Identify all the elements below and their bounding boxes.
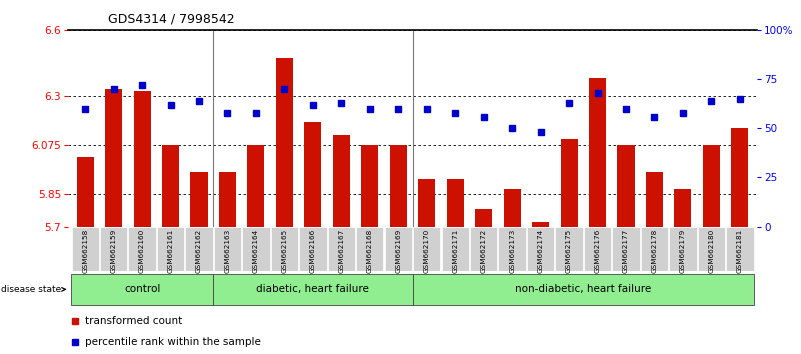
Text: GSM662181: GSM662181 xyxy=(737,229,743,273)
Text: GDS4314 / 7998542: GDS4314 / 7998542 xyxy=(108,12,235,25)
Bar xyxy=(702,145,720,227)
Bar xyxy=(589,78,606,227)
Text: GSM662162: GSM662162 xyxy=(196,229,202,273)
Bar xyxy=(71,227,99,271)
Bar xyxy=(731,128,748,227)
Bar xyxy=(242,227,270,271)
Bar xyxy=(162,145,179,227)
Text: disease state: disease state xyxy=(2,285,66,294)
Text: GSM662164: GSM662164 xyxy=(253,229,259,273)
Bar xyxy=(612,227,640,271)
Bar xyxy=(384,227,412,271)
Bar xyxy=(248,145,264,227)
Bar xyxy=(641,227,668,271)
Bar xyxy=(128,227,155,271)
Bar xyxy=(561,139,578,227)
Text: GSM662163: GSM662163 xyxy=(224,229,231,273)
Bar xyxy=(527,227,554,271)
Bar xyxy=(670,227,697,271)
Text: non-diabetic, heart failure: non-diabetic, heart failure xyxy=(515,284,651,294)
Bar xyxy=(584,227,611,271)
Bar xyxy=(418,178,435,227)
Bar xyxy=(390,145,407,227)
Text: transformed count: transformed count xyxy=(85,316,183,326)
Text: diabetic, heart failure: diabetic, heart failure xyxy=(256,284,369,294)
Bar xyxy=(361,145,378,227)
Text: control: control xyxy=(124,284,160,294)
Bar xyxy=(413,227,441,271)
Bar xyxy=(332,135,350,227)
Bar xyxy=(276,58,293,227)
Text: GSM662166: GSM662166 xyxy=(310,229,316,273)
Bar xyxy=(214,227,241,271)
Bar xyxy=(413,274,754,304)
Bar xyxy=(532,222,549,227)
Text: GSM662179: GSM662179 xyxy=(680,229,686,273)
Bar xyxy=(498,227,525,271)
Bar xyxy=(441,227,469,271)
Bar xyxy=(105,89,123,227)
Bar xyxy=(618,145,634,227)
Bar xyxy=(356,227,384,271)
Text: GSM662175: GSM662175 xyxy=(566,229,572,273)
Text: GSM662180: GSM662180 xyxy=(708,229,714,273)
Bar xyxy=(185,227,213,271)
Bar xyxy=(191,172,207,227)
Text: GSM662173: GSM662173 xyxy=(509,229,515,273)
Text: GSM662178: GSM662178 xyxy=(651,229,658,273)
Bar xyxy=(77,157,94,227)
Bar xyxy=(71,274,213,304)
Text: percentile rank within the sample: percentile rank within the sample xyxy=(85,337,261,347)
Bar xyxy=(470,227,497,271)
Bar xyxy=(698,227,725,271)
Bar xyxy=(475,209,493,227)
Text: GSM662158: GSM662158 xyxy=(83,229,88,273)
Text: GSM662170: GSM662170 xyxy=(424,229,430,273)
Bar xyxy=(447,178,464,227)
Text: GSM662168: GSM662168 xyxy=(367,229,372,273)
Text: GSM662167: GSM662167 xyxy=(338,229,344,273)
Text: GSM662172: GSM662172 xyxy=(481,229,487,273)
Bar xyxy=(271,227,298,271)
Text: GSM662174: GSM662174 xyxy=(537,229,544,273)
Bar xyxy=(300,227,327,271)
Bar xyxy=(727,227,754,271)
Text: GSM662171: GSM662171 xyxy=(453,229,458,273)
Bar xyxy=(646,172,663,227)
Bar xyxy=(504,189,521,227)
Bar xyxy=(134,91,151,227)
Text: GSM662169: GSM662169 xyxy=(395,229,401,273)
Bar xyxy=(157,227,184,271)
Text: GSM662161: GSM662161 xyxy=(167,229,174,273)
Text: GSM662176: GSM662176 xyxy=(594,229,601,273)
Text: GSM662160: GSM662160 xyxy=(139,229,145,273)
Bar xyxy=(555,227,583,271)
Bar xyxy=(100,227,127,271)
Text: GSM662159: GSM662159 xyxy=(111,229,117,273)
Bar xyxy=(328,227,355,271)
Text: GSM662165: GSM662165 xyxy=(281,229,288,273)
Text: GSM662177: GSM662177 xyxy=(623,229,629,273)
Bar xyxy=(219,172,236,227)
Bar xyxy=(213,274,413,304)
Bar xyxy=(674,189,691,227)
Bar xyxy=(304,122,321,227)
